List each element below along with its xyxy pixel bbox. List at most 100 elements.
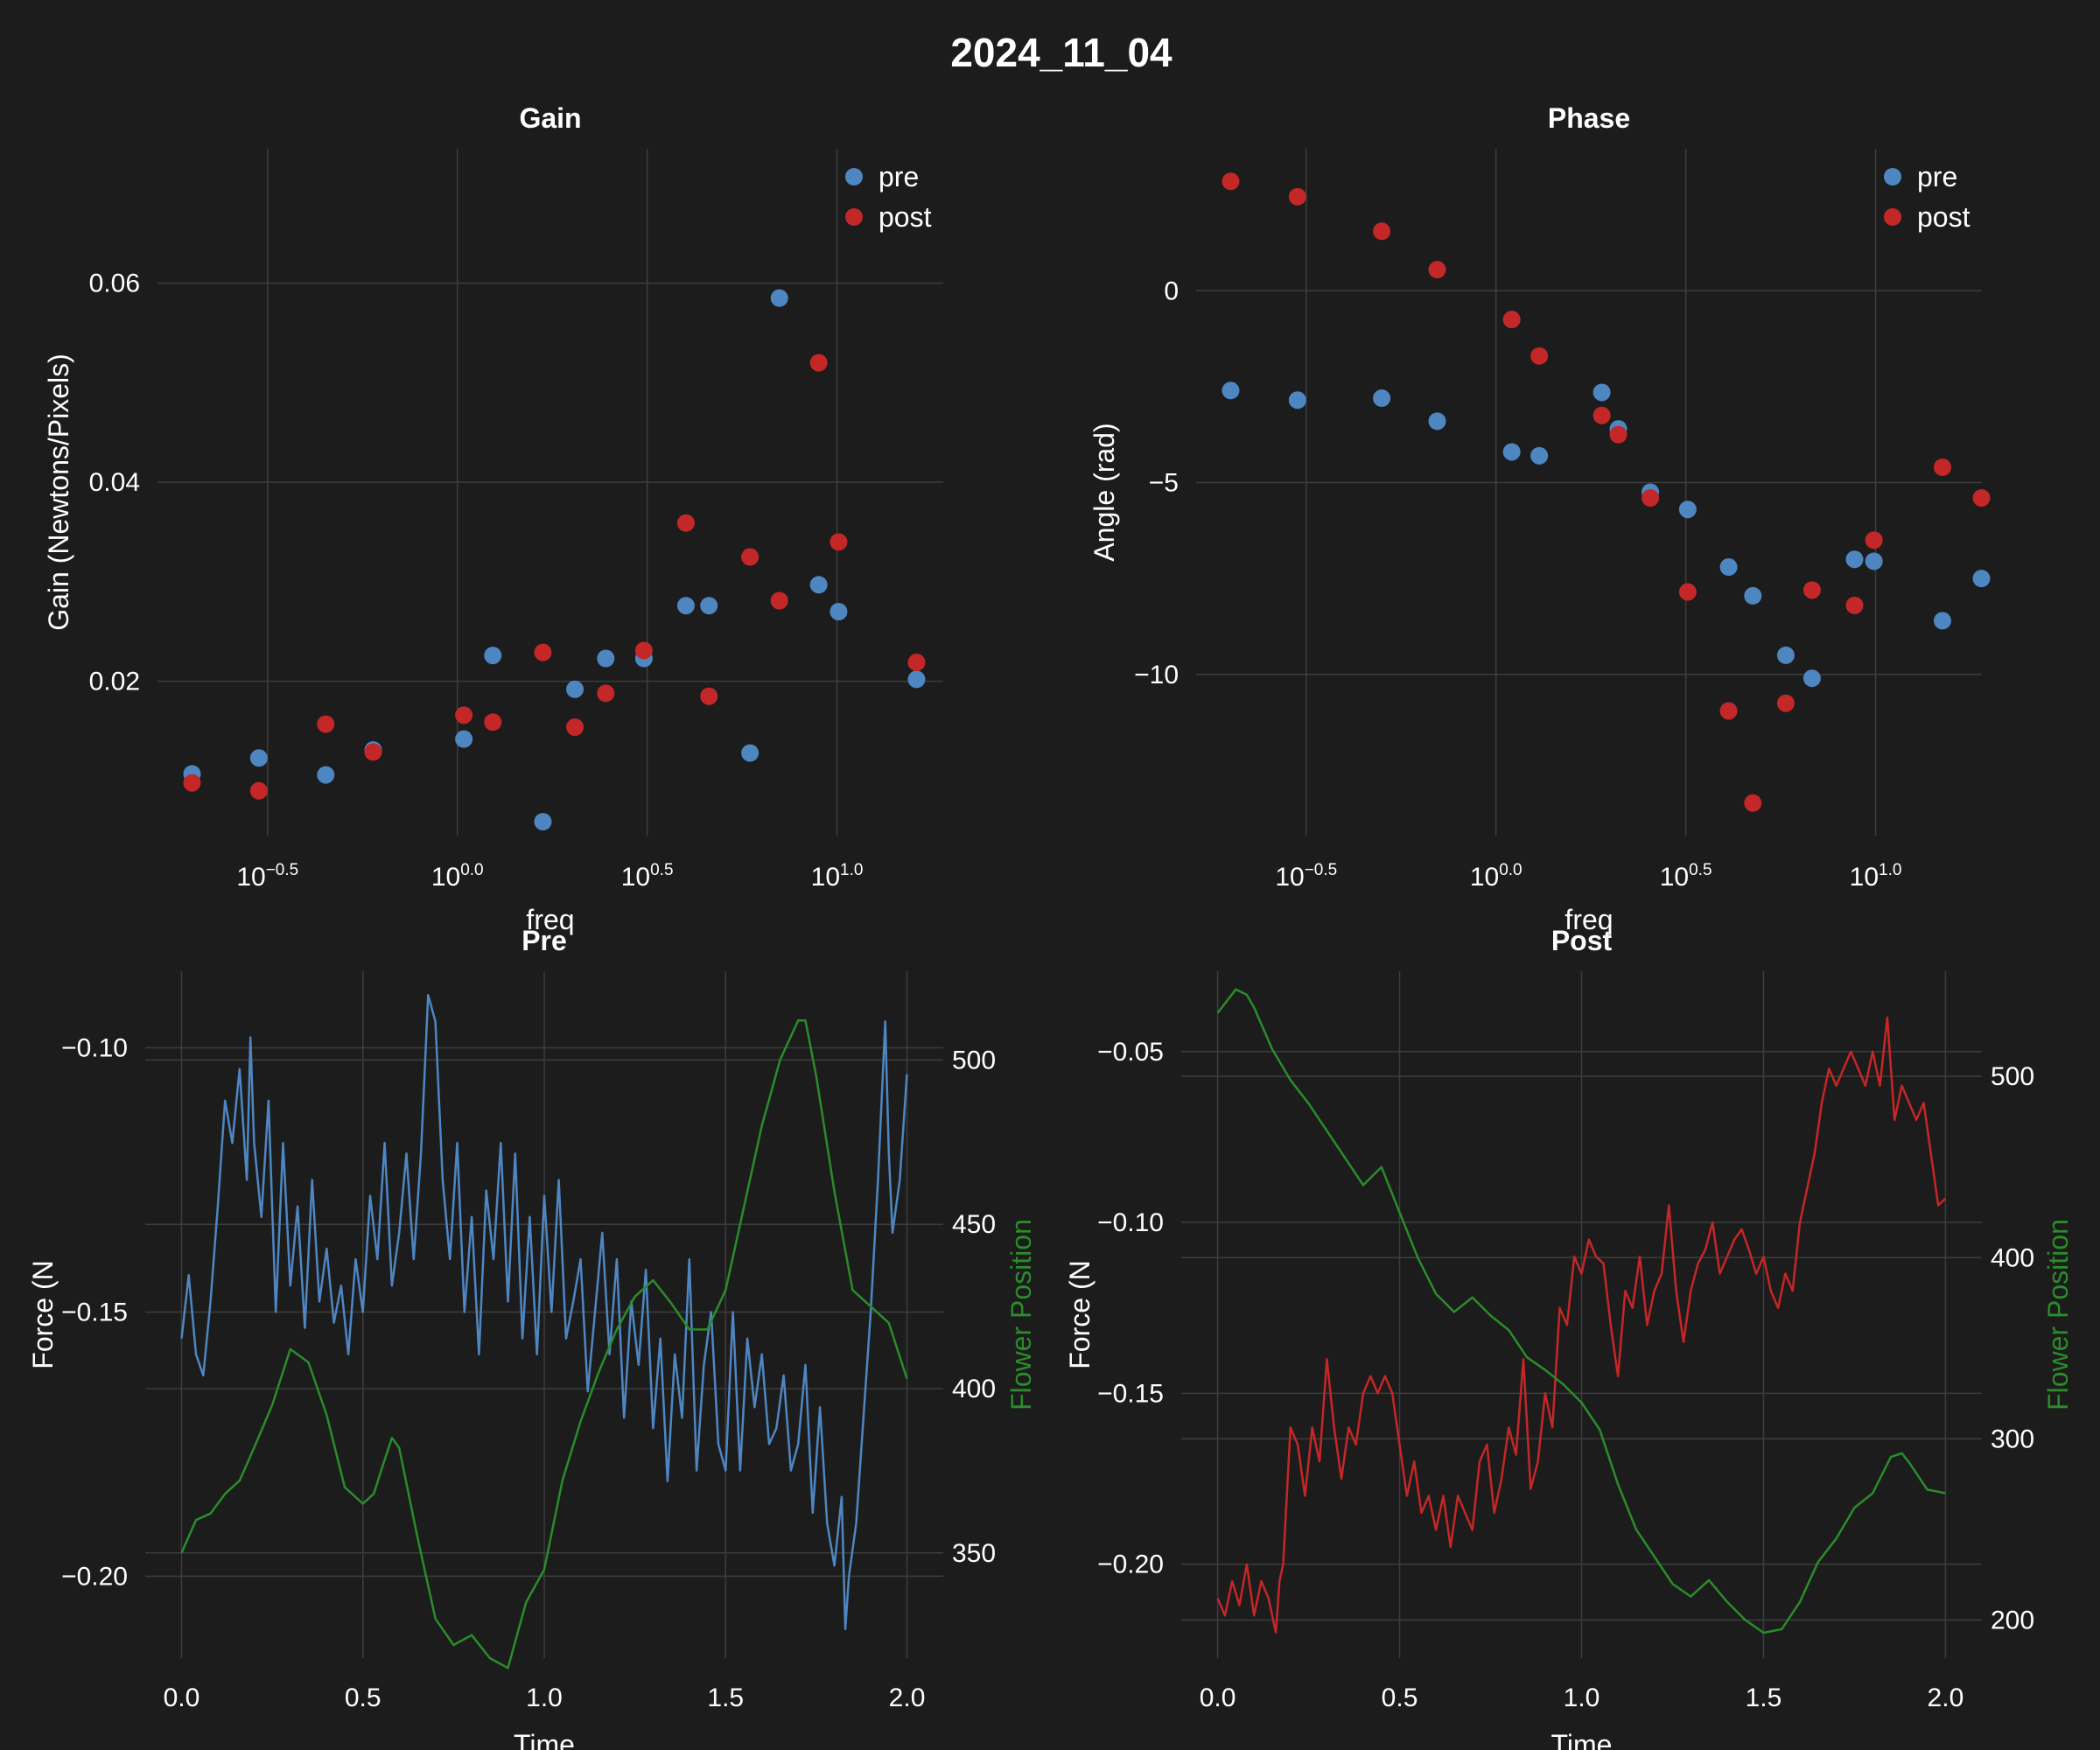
x-axis-label: freq: [1564, 904, 1613, 935]
post-point: [700, 687, 718, 705]
post-point: [1845, 596, 1864, 614]
legend-pre-label: pre: [1917, 161, 1957, 192]
x-tick-exponent: 0.5: [1689, 861, 1712, 879]
pre-point: [484, 647, 502, 665]
y2-axis-label: Flower Position: [2042, 1219, 2074, 1410]
post-point: [907, 654, 926, 672]
x-axis-label: freq: [526, 904, 574, 935]
post-point: [1972, 489, 1991, 508]
x-axis-label: Time: [1551, 1729, 1613, 1750]
y2-tick-label: 500: [952, 1046, 996, 1074]
panel-title: Gain: [519, 102, 581, 134]
post-point: [1865, 531, 1883, 550]
x-tick-label: 100.5: [621, 861, 674, 892]
y2-tick-label: 350: [952, 1539, 996, 1568]
x-tick-label: 2.0: [1928, 1684, 1964, 1712]
force-line: [1216, 1016, 1947, 1634]
pre-point: [597, 649, 615, 668]
y2-tick-label: 300: [1991, 1424, 2034, 1453]
x-tick-base: 10: [1470, 863, 1499, 892]
x-tick-exponent: 1.0: [1879, 861, 1901, 879]
phase-panel: 10−0.5 100.0 100.5 101.0−10−50PhasefreqAngl…: [1088, 102, 1991, 935]
x-tick-exponent: −0.5: [1305, 861, 1338, 879]
pre-point: [566, 680, 584, 698]
post-point: [809, 354, 828, 372]
post-point: [1222, 172, 1240, 191]
y2-tick-label: 400: [952, 1375, 996, 1404]
post-point: [770, 592, 788, 610]
x-tick-exponent: −0.5: [266, 861, 299, 879]
post-point: [1592, 406, 1611, 424]
pre-point: [1933, 612, 1951, 630]
post-point: [830, 533, 848, 551]
x-tick-exponent: 0.0: [1499, 861, 1522, 879]
post-point: [1776, 694, 1795, 712]
pre-point: [1744, 586, 1762, 605]
post-point: [183, 774, 201, 792]
y-tick-label: 0.04: [89, 468, 140, 497]
post-point: [566, 718, 584, 736]
pre-point: [770, 289, 788, 307]
x-tick-label: 0.0: [1200, 1684, 1236, 1712]
pre-point: [1719, 558, 1738, 577]
pre-point: [1845, 550, 1864, 569]
pre-point: [1776, 646, 1795, 664]
y2-tick-label: 400: [1991, 1243, 2034, 1272]
post-point: [741, 548, 760, 566]
y2-tick-label: 500: [1991, 1062, 2034, 1091]
x-tick-label: 10−0.5: [1275, 861, 1337, 892]
x-tick-base: 10: [1275, 863, 1304, 892]
pre-point: [1428, 412, 1446, 430]
x-tick-base: 10: [1850, 863, 1879, 892]
pre-point: [809, 576, 828, 594]
x-tick-base: 10: [621, 863, 650, 892]
x-tick-label: 100.0: [1470, 861, 1522, 892]
pre-point: [249, 749, 268, 767]
pre-panel: 0.0 0.5 1.0 1.5 2.0 −0.20 −0.15 −0.10 350 400 450 5…: [27, 925, 1037, 1750]
legend-pre-label: pre: [878, 161, 919, 192]
x-tick-base: 10: [431, 863, 460, 892]
post-point: [1642, 489, 1660, 508]
y-tick-label: 0.06: [89, 270, 140, 298]
x-tick-label: 0.0: [164, 1684, 200, 1712]
panel-title: Phase: [1548, 102, 1630, 134]
legend-post-label: post: [1917, 201, 1970, 233]
y-tick-label: −0.10: [61, 1034, 128, 1063]
post-point: [1502, 311, 1521, 329]
pre-point: [1678, 500, 1697, 519]
legend-pre-marker: [845, 168, 863, 186]
pre-point: [1592, 383, 1611, 402]
y-tick-label: −5: [1149, 469, 1179, 498]
x-tick-label: 101.0: [1850, 861, 1902, 892]
x-tick-label: 1.5: [707, 1684, 744, 1712]
x-tick-exponent: 1.0: [840, 861, 863, 879]
post-point: [455, 706, 473, 724]
y-tick-label: 0.02: [89, 668, 140, 696]
post-point: [534, 643, 552, 662]
post-point: [1428, 261, 1446, 279]
x-tick-label: 1.0: [526, 1684, 563, 1712]
x-tick-label: 100.5: [1660, 861, 1712, 892]
pre-point: [1222, 382, 1240, 400]
post-point: [1933, 458, 1951, 476]
legend-post-label: post: [878, 201, 932, 233]
post-point: [1288, 187, 1306, 206]
x-tick-label: 100.0: [431, 861, 484, 892]
post-point: [317, 715, 335, 733]
y-tick-label: −0.05: [1097, 1038, 1164, 1067]
panel-title: Pre: [522, 925, 567, 956]
force-line: [180, 993, 908, 1631]
post-panel: 0.0 0.5 1.0 1.5 2.0 −0.20 −0.15 −0.10 −0.05 200 30…: [1064, 925, 2074, 1750]
y-tick-label: −10: [1134, 661, 1179, 690]
x-tick-exponent: 0.5: [650, 861, 673, 879]
pre-point: [700, 597, 718, 615]
post-point: [1802, 581, 1821, 599]
post-point: [1530, 346, 1549, 365]
y-tick-label: −0.15: [61, 1298, 128, 1326]
panel-title: Post: [1551, 925, 1613, 956]
x-tick-label: 0.5: [1382, 1684, 1418, 1712]
pre-point: [1972, 570, 1991, 588]
pre-point: [534, 813, 552, 831]
pre-point: [1530, 446, 1549, 465]
